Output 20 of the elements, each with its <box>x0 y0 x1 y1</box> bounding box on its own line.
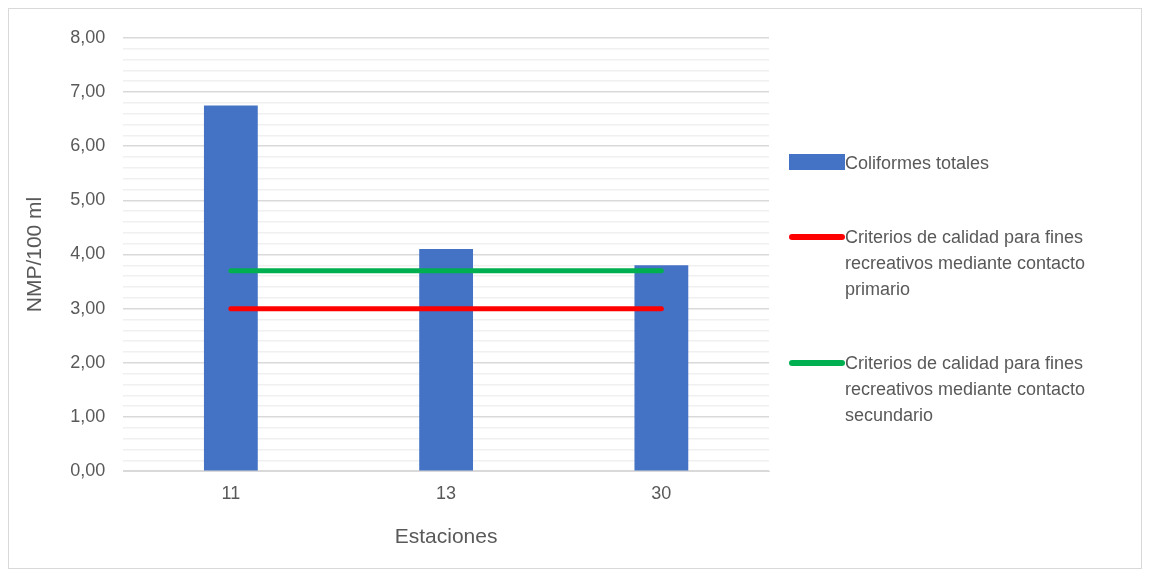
y-tick-label: 5,00 <box>70 189 106 210</box>
y-tick-label: 6,00 <box>70 135 106 156</box>
legend-label: Criterios de calidad para fines recreativos mediante contacto secundario <box>845 351 1087 427</box>
y-tick-label: 0,00 <box>70 460 106 481</box>
x-tick-label: 11 <box>221 482 241 503</box>
y-tick-label: 7,00 <box>70 80 106 101</box>
legend-label: Coliformes totales <box>845 151 990 175</box>
bar <box>634 265 689 471</box>
bar <box>419 249 474 471</box>
y-tick-label: 1,00 <box>70 405 106 426</box>
y-tick-label: 3,00 <box>70 297 106 318</box>
y-tick-label: 4,00 <box>70 243 106 264</box>
x-tick-label: 13 <box>436 482 457 503</box>
y-tick-label: 8,00 <box>70 26 106 47</box>
y-tick-label: 2,00 <box>70 351 106 372</box>
legend-label: Criterios de calidad para fines recreativos mediante contacto primario <box>845 225 1087 301</box>
y-axis-title: NMP/100 ml <box>22 196 46 313</box>
x-tick-label: 30 <box>651 482 672 503</box>
bar <box>203 105 258 471</box>
x-axis-title: Estaciones <box>394 524 498 548</box>
